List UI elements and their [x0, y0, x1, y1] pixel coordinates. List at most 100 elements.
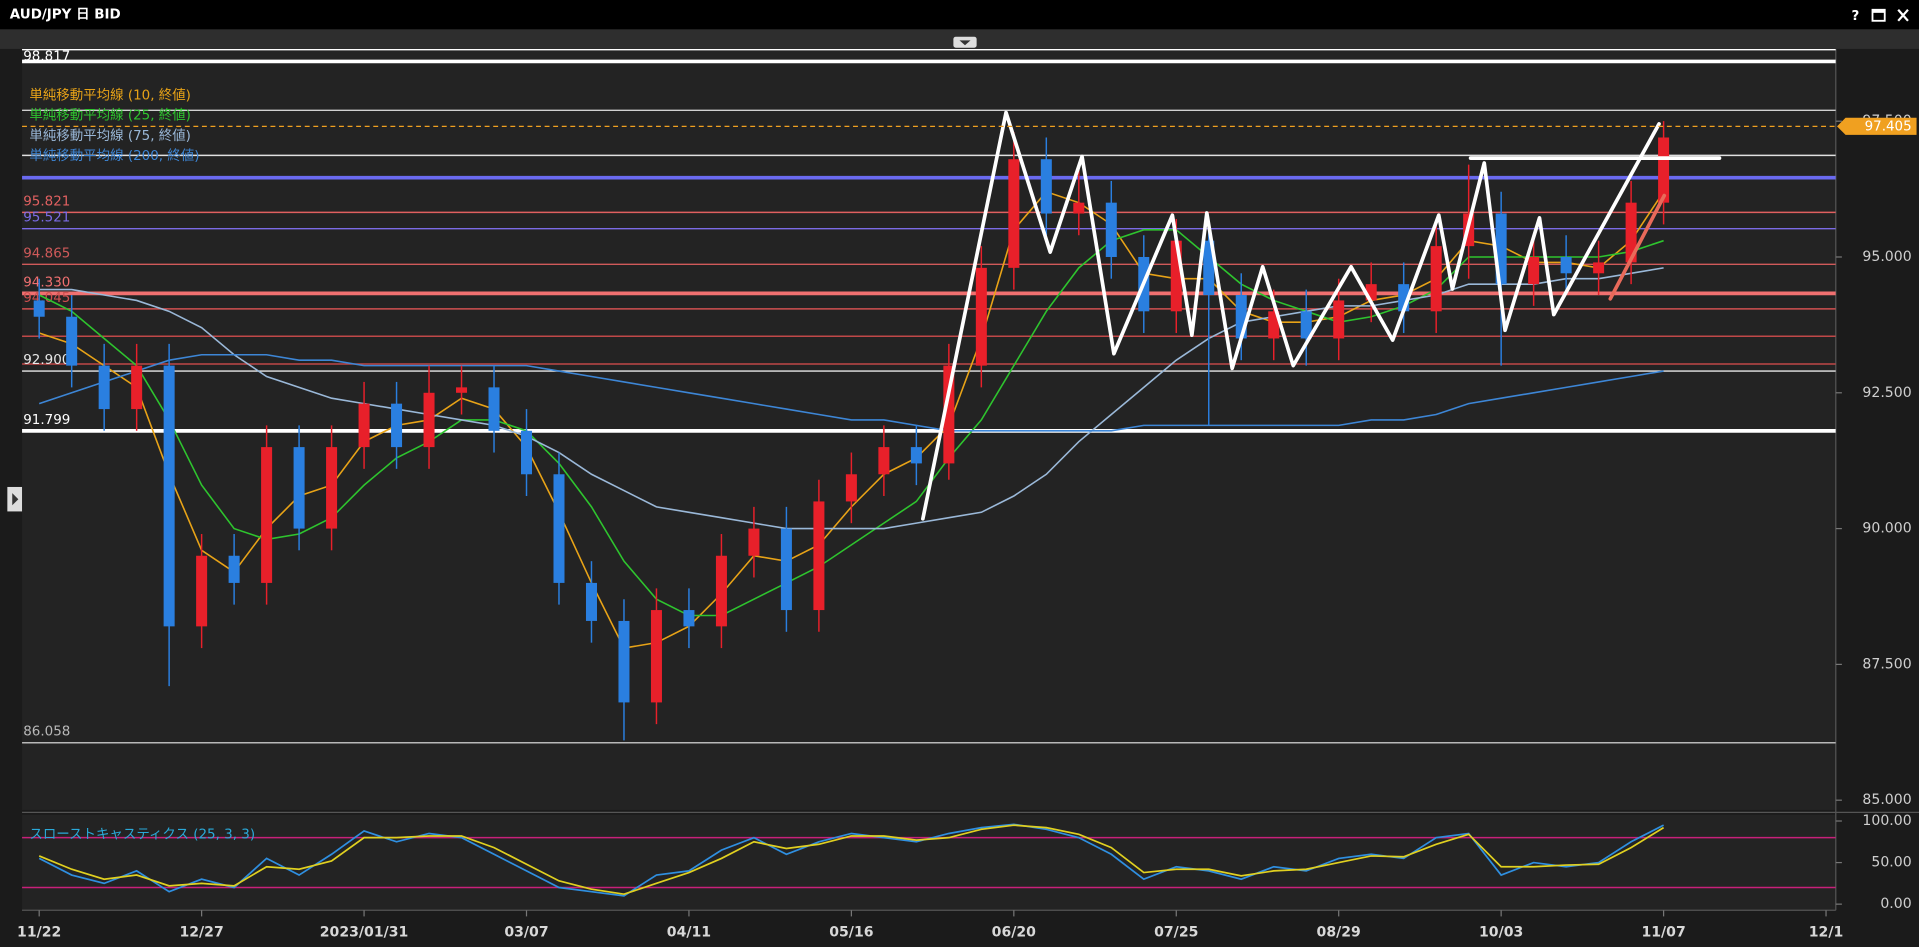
oscillator-line — [38, 824, 1665, 896]
candle-body — [748, 528, 760, 556]
candle-body — [358, 403, 370, 448]
candle-body — [650, 610, 662, 703]
y-tick-label: 100.00 — [1862, 813, 1911, 829]
legend-entry: 単純移動平均線 (200, 終値) — [29, 148, 199, 164]
x-tick-label: 06/20 — [992, 924, 1036, 940]
y-tick-label: 87.500 — [1862, 656, 1911, 672]
candle-body — [196, 555, 208, 627]
legend-entry: 単純移動平均線 (25, 終値) — [29, 108, 191, 124]
help-button[interactable]: ? — [1851, 9, 1859, 24]
y-tick-label: 90.000 — [1862, 521, 1911, 537]
candle-body — [813, 501, 825, 611]
candle-body — [975, 267, 987, 366]
candle-body — [326, 447, 338, 529]
y-tick-label: 95.000 — [1862, 249, 1911, 265]
x-tick-label: 08/29 — [1317, 924, 1361, 940]
x-tick-label: 07/25 — [1154, 924, 1198, 940]
moving-average-line — [39, 267, 1664, 530]
candle-body — [423, 392, 435, 448]
candle-body — [66, 316, 78, 366]
moving-average-line — [38, 229, 1664, 617]
x-tick-label: 12/27 — [179, 924, 223, 940]
candle-body — [1528, 256, 1540, 285]
candle-body — [1398, 284, 1410, 312]
candle-body — [618, 620, 630, 703]
stoch-panel — [22, 823, 1836, 897]
level-label: 94.865 — [23, 246, 70, 261]
trend-drawing — [921, 110, 1661, 521]
candle-body — [228, 555, 240, 583]
indicator-title: スローストキャスティクス (25, 3, 3) — [29, 826, 255, 842]
candle-body — [1365, 284, 1377, 301]
legend-entry: 単純移動平均線 (10, 終値) — [29, 87, 191, 103]
candle-body — [520, 430, 533, 475]
x-tick-label: 12/1 — [1809, 924, 1844, 940]
candle-body — [391, 403, 403, 448]
close-button[interactable] — [1897, 9, 1909, 22]
candle-body — [163, 365, 175, 627]
candle-body — [1170, 240, 1182, 312]
level-label: 92.900 — [23, 353, 70, 368]
moving-average-line — [38, 353, 1664, 432]
candle-body — [456, 387, 468, 393]
level-label: 86.058 — [23, 725, 70, 740]
candle-body — [1625, 202, 1637, 263]
level-label: 95.821 — [23, 194, 70, 209]
candle-body — [293, 447, 305, 529]
candle-body — [780, 528, 792, 611]
y-tick-label: 85.000 — [1862, 792, 1911, 808]
candle-body — [33, 300, 45, 317]
candle-body — [488, 387, 500, 431]
candle-body — [1300, 311, 1312, 339]
candle-body — [131, 365, 143, 410]
candle-body — [943, 365, 955, 464]
candle-body — [878, 447, 890, 475]
y-tick-label: 50.00 — [1871, 855, 1911, 871]
axes: 85.00087.50090.00092.50095.00097.500単純移動… — [17, 87, 1917, 940]
candle-body — [683, 610, 695, 627]
candle-body — [1495, 213, 1507, 285]
x-tick-label: 04/11 — [667, 924, 711, 940]
candle-body — [1560, 256, 1572, 274]
candle-body — [1430, 246, 1442, 312]
legend-entry: 単純移動平均線 (75, 終値) — [29, 128, 191, 144]
x-tick-label: 10/03 — [1479, 924, 1523, 940]
candle-body — [1040, 159, 1052, 214]
candle-body — [1593, 262, 1605, 274]
last-price-box — [1837, 117, 1917, 135]
level-label: 94.330 — [23, 275, 70, 290]
candle-body — [910, 447, 922, 464]
x-tick-label: 11/07 — [1641, 924, 1685, 940]
candle-body — [1008, 159, 1020, 268]
x-tick-label: 11/22 — [17, 924, 61, 940]
candle-body — [1658, 137, 1670, 203]
y-tick-label: 0.00 — [1880, 896, 1911, 912]
candle-body — [845, 474, 857, 502]
candle-body — [1235, 295, 1247, 339]
candle-body — [1333, 300, 1345, 339]
main-panel: 98.81795.82195.52194.86594.33094.04592.9… — [22, 48, 1836, 744]
level-label: 91.799 — [23, 413, 70, 428]
candle-body — [1268, 311, 1280, 339]
candle-body — [715, 555, 727, 627]
window-title: AUD/JPY 日 BID — [10, 7, 121, 23]
candle-body — [585, 582, 597, 621]
stoch-plot-area — [22, 814, 1836, 911]
candle-body — [261, 447, 273, 583]
y-tick-label: 92.500 — [1862, 385, 1911, 401]
collapse-arrow — [959, 40, 971, 46]
candle-body — [553, 474, 565, 583]
last-price-label: 97.405 — [1865, 119, 1912, 134]
candle-body — [98, 365, 110, 410]
candle-body — [1203, 240, 1215, 296]
candle-body — [1073, 202, 1085, 214]
trend-drawing — [1608, 193, 1667, 301]
side-arrow — [12, 493, 19, 506]
candle-body — [1105, 202, 1117, 257]
x-tick-label: 05/16 — [829, 924, 873, 940]
x-tick-label: 03/07 — [504, 924, 548, 940]
x-tick-label: 2023/01/31 — [320, 924, 409, 940]
level-label: 95.521 — [23, 211, 70, 226]
